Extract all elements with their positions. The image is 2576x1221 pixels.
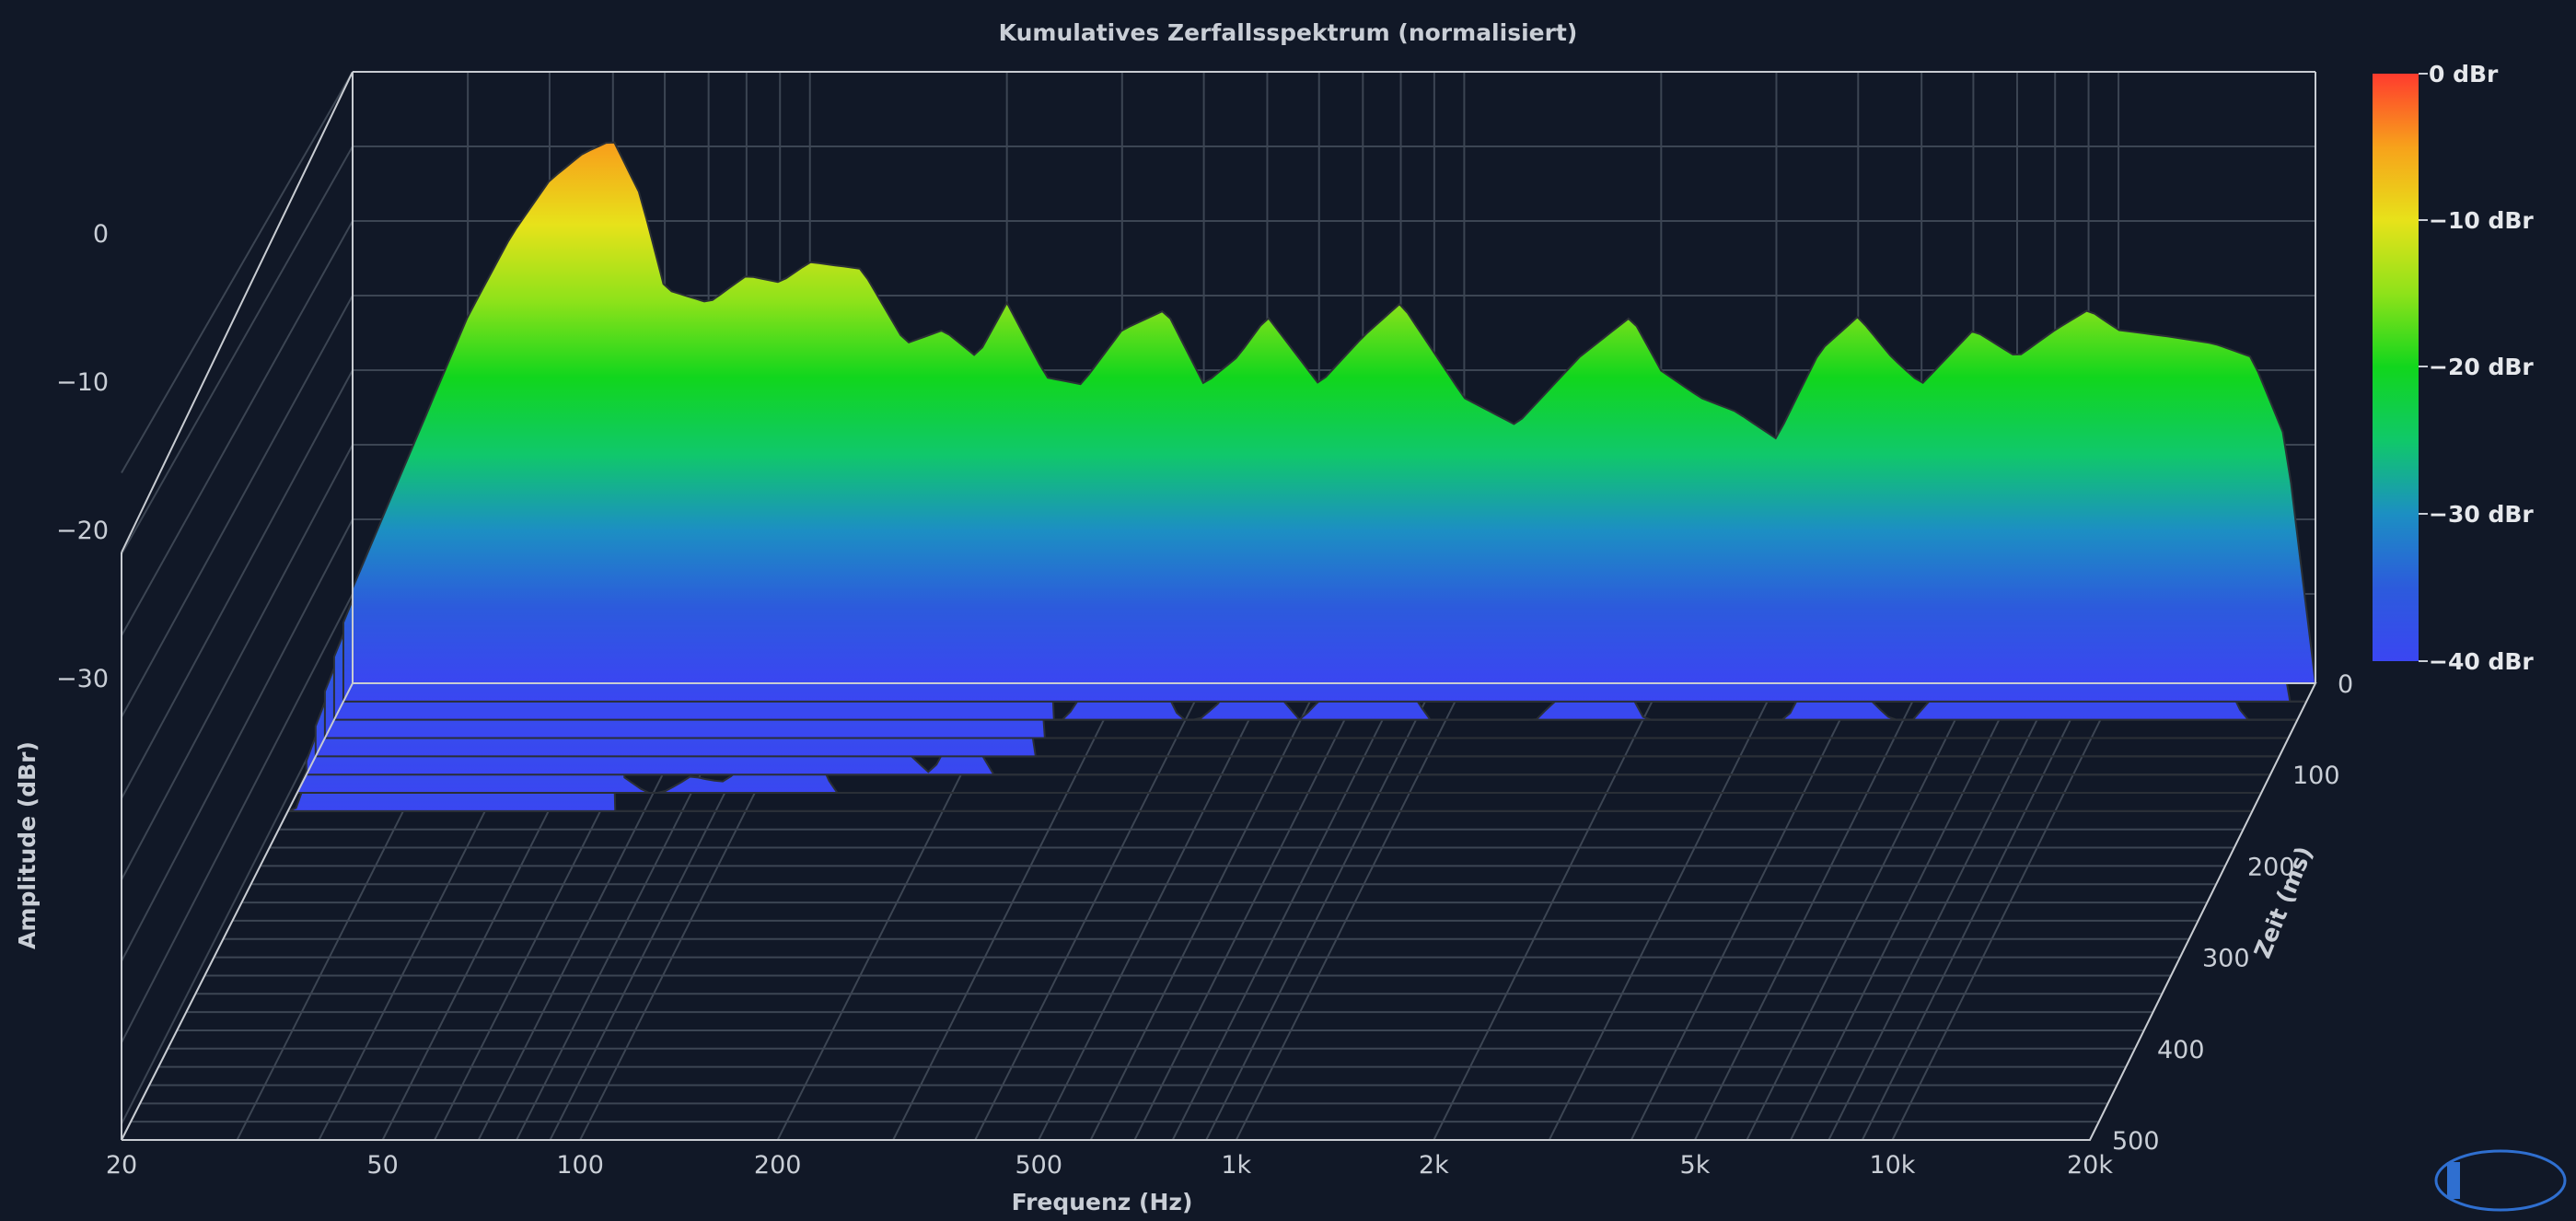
- grid-line-floor: [1089, 682, 1320, 1141]
- grid-line-floor: [1746, 682, 1975, 1141]
- grid-line-left: [121, 145, 354, 555]
- x-tick-label: 100: [556, 1151, 604, 1180]
- grid-line-floor: [1235, 682, 1466, 1141]
- watermark-logo: [2434, 1149, 2567, 1212]
- x-tick-label: 20: [106, 1151, 137, 1180]
- grid-line-floor: [1828, 682, 2057, 1141]
- grid-line-floor: [1861, 682, 2090, 1141]
- grid-line-floor: [892, 682, 1123, 1141]
- ridge-slices: [286, 141, 2317, 812]
- grid-line-floor: [1171, 682, 1402, 1141]
- z-tick-label: 0: [2338, 670, 2353, 699]
- grid-line-floor: [1205, 682, 1435, 1141]
- logo-mark: [2447, 1162, 2460, 1199]
- colorbar: 0 dBr −10 dBr −20 dBr −30 dBr −40 dBr: [2373, 61, 2534, 675]
- logo-ring: [2434, 1149, 2567, 1212]
- grid-line-left: [121, 444, 354, 880]
- colorbar-gradient: [2373, 74, 2419, 661]
- ridge-slice: [352, 141, 2317, 684]
- x-tick-label: 200: [754, 1151, 802, 1180]
- axes-group: 20 50 100 200 500 1k 2k 5k 10k 20k 0 −10 −20 −30 0 100 2…: [14, 220, 2353, 1215]
- colorbar-label: 0 dBr: [2429, 61, 2499, 87]
- z-tick-label: 300: [2202, 945, 2250, 973]
- y-tick-label: −20: [56, 517, 109, 545]
- y-tick-label: 0: [93, 220, 109, 249]
- left-wall-top: [121, 71, 354, 553]
- x-tick-label: 50: [366, 1151, 398, 1180]
- grid-line-floor: [1891, 682, 2119, 1141]
- y-axis-title: Amplitude (dBr): [14, 741, 41, 949]
- grid-line-floor: [1548, 682, 1778, 1141]
- grid-line-left: [121, 369, 354, 799]
- grid-line-left: [121, 220, 354, 636]
- z-tick-label: 500: [2112, 1127, 2160, 1156]
- grid-line-floor: [1790, 682, 2018, 1141]
- x-tick-label: 20k: [2067, 1151, 2113, 1180]
- grid-line-floor: [1038, 682, 1269, 1141]
- frame-group: [121, 71, 2317, 1141]
- grid-line-floor: [1630, 682, 1860, 1141]
- x-tick-label: 1k: [1221, 1151, 1251, 1180]
- x-tick-label: 5k: [1680, 1151, 1711, 1180]
- colorbar-label: −40 dBr: [2429, 648, 2534, 675]
- z-tick-label: 100: [2292, 762, 2340, 790]
- grid-line-left: [121, 295, 354, 718]
- z-tick-label: 200: [2247, 853, 2295, 881]
- x-tick-label: 500: [1015, 1151, 1062, 1180]
- colorbar-label: −20 dBr: [2429, 354, 2534, 380]
- chart-title: Kumulatives Zerfallsspektrum (normalisie…: [999, 19, 1578, 46]
- grid-line-floor: [1433, 682, 1663, 1141]
- x-tick-label: 10k: [1869, 1151, 1915, 1180]
- grid-line-floor: [1133, 682, 1364, 1141]
- grid-line-left: [121, 71, 354, 473]
- grid-line-floor: [1694, 682, 1923, 1141]
- colorbar-label: −30 dBr: [2429, 501, 2534, 528]
- grid-line-floor: [974, 682, 1205, 1141]
- x-axis-title: Frequenz (Hz): [1012, 1189, 1193, 1215]
- y-tick-label: −30: [56, 665, 109, 693]
- z-tick-label: 400: [2157, 1036, 2205, 1064]
- y-tick-label: −10: [56, 368, 109, 397]
- grid-line-left: [121, 518, 354, 962]
- colorbar-label: −10 dBr: [2429, 207, 2534, 234]
- x-tick-label: 2k: [1419, 1151, 1449, 1180]
- grid-line-left: [121, 593, 354, 1043]
